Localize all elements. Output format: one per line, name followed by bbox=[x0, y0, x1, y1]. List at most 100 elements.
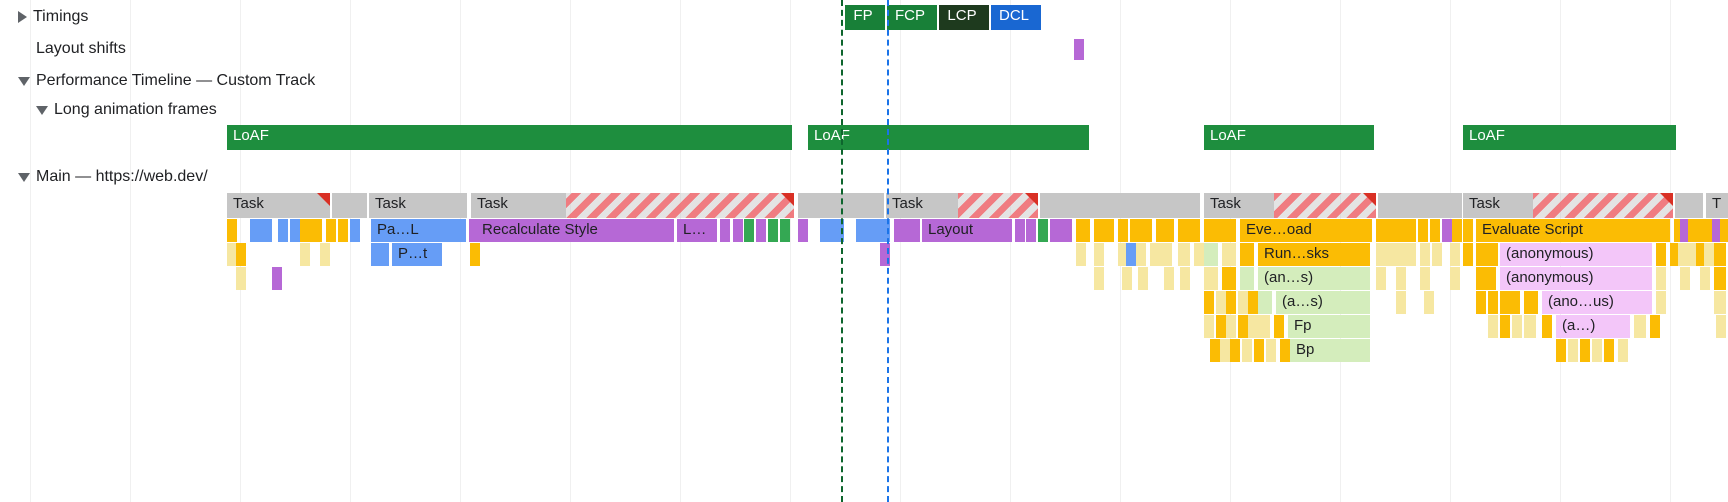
main-track-header[interactable]: Main — https://web.dev/ bbox=[0, 162, 1728, 192]
flame-block[interactable] bbox=[1226, 315, 1236, 338]
flame-block[interactable] bbox=[880, 243, 890, 266]
task-block[interactable]: Task bbox=[1204, 193, 1274, 218]
task-block[interactable]: Task bbox=[369, 193, 467, 218]
flame-block[interactable] bbox=[756, 219, 766, 242]
flame-block[interactable] bbox=[1430, 219, 1440, 242]
task-block[interactable] bbox=[1274, 193, 1376, 218]
flame-block[interactable]: Layout bbox=[922, 219, 1012, 242]
main-row-3[interactable]: (an…s) (anonymous) bbox=[0, 266, 1728, 290]
flame-block[interactable] bbox=[1700, 267, 1710, 290]
flame-block[interactable] bbox=[1204, 243, 1218, 266]
chevron-down-icon[interactable] bbox=[18, 173, 30, 182]
flame-block[interactable] bbox=[880, 219, 890, 242]
flame-block[interactable]: (an…s) bbox=[1258, 267, 1370, 290]
flame-block[interactable] bbox=[290, 219, 300, 242]
flame-block[interactable] bbox=[1156, 219, 1174, 242]
flame-block[interactable] bbox=[1266, 339, 1276, 362]
flame-block[interactable] bbox=[744, 219, 754, 242]
flame-block[interactable] bbox=[1178, 243, 1190, 266]
flame-block[interactable] bbox=[1442, 219, 1452, 242]
flame-block[interactable] bbox=[371, 243, 389, 266]
flame-block[interactable] bbox=[1704, 243, 1714, 266]
flame-block[interactable] bbox=[1210, 339, 1220, 362]
flame-block[interactable] bbox=[1274, 315, 1284, 338]
flame-block[interactable] bbox=[1476, 243, 1498, 266]
flame-block[interactable]: Run…sks bbox=[1258, 243, 1370, 266]
flame-block[interactable] bbox=[1015, 219, 1025, 242]
timing-marker[interactable]: LCP bbox=[939, 5, 989, 30]
flame-block[interactable] bbox=[1240, 243, 1254, 266]
main-row-2[interactable]: P…tRun…sks(anonymous) bbox=[0, 242, 1728, 266]
flame-block[interactable] bbox=[326, 219, 336, 242]
flame-block[interactable] bbox=[1476, 291, 1486, 314]
flame-block[interactable] bbox=[1118, 219, 1128, 242]
flame-block[interactable] bbox=[1216, 291, 1226, 314]
flame-block[interactable] bbox=[1258, 291, 1272, 314]
timing-marker[interactable]: FP bbox=[845, 5, 885, 30]
flame-block[interactable] bbox=[308, 219, 322, 242]
timings-track[interactable]: Timings FPFCPLCPDCL bbox=[0, 0, 1728, 34]
flame-block[interactable] bbox=[1656, 267, 1666, 290]
flame-block[interactable] bbox=[1568, 339, 1578, 362]
main-row-4[interactable]: (a…s)(ano…us) bbox=[0, 290, 1728, 314]
flame-block[interactable] bbox=[1376, 219, 1386, 242]
flame-block[interactable] bbox=[1406, 243, 1416, 266]
flame-block[interactable] bbox=[1038, 219, 1048, 242]
flame-block[interactable] bbox=[1094, 267, 1104, 290]
flame-block[interactable] bbox=[834, 219, 844, 242]
layout-shifts-track[interactable]: Layout shifts bbox=[0, 34, 1728, 64]
flame-block[interactable] bbox=[470, 243, 480, 266]
flame-block[interactable] bbox=[1488, 291, 1498, 314]
flame-block[interactable]: Pa…L bbox=[371, 219, 466, 242]
flame-block[interactable] bbox=[1178, 219, 1200, 242]
flame-block[interactable]: Eve…oad bbox=[1240, 219, 1372, 242]
flame-block[interactable] bbox=[1222, 243, 1236, 266]
flame-block[interactable] bbox=[1452, 219, 1462, 242]
flame-block[interactable] bbox=[1238, 291, 1248, 314]
main-row-1[interactable]: Pa…LRecalculate StyleL…LayoutEve…oadEval… bbox=[0, 218, 1728, 242]
flame-block[interactable]: (anonymous) bbox=[1500, 243, 1652, 266]
task-block[interactable] bbox=[1675, 193, 1703, 218]
flame-block[interactable] bbox=[1450, 267, 1460, 290]
flame-block[interactable] bbox=[1248, 315, 1258, 338]
flame-block[interactable] bbox=[1396, 291, 1406, 314]
task-block[interactable]: Task bbox=[227, 193, 330, 218]
flame-block[interactable] bbox=[1204, 219, 1236, 242]
flame-block[interactable] bbox=[1432, 243, 1442, 266]
flame-block[interactable] bbox=[1512, 315, 1522, 338]
flame-block[interactable] bbox=[1050, 219, 1072, 242]
flame-block[interactable] bbox=[1592, 339, 1602, 362]
task-block[interactable]: Task bbox=[886, 193, 958, 218]
flame-block[interactable] bbox=[1396, 267, 1406, 290]
flame-block[interactable] bbox=[1238, 315, 1248, 338]
flame-block[interactable] bbox=[1094, 243, 1104, 266]
flame-block[interactable]: L… bbox=[677, 219, 717, 242]
flame-block[interactable] bbox=[1406, 219, 1416, 242]
chevron-right-icon[interactable] bbox=[18, 11, 27, 23]
flame-block[interactable] bbox=[300, 243, 310, 266]
flame-block[interactable] bbox=[1524, 291, 1538, 314]
flame-block[interactable] bbox=[1542, 315, 1552, 338]
flame-block[interactable] bbox=[236, 243, 246, 266]
flame-block[interactable] bbox=[1204, 291, 1214, 314]
flame-block[interactable] bbox=[1386, 243, 1396, 266]
flame-block[interactable] bbox=[1216, 315, 1226, 338]
flame-block[interactable]: Bp bbox=[1290, 339, 1370, 362]
main-row-6[interactable]: Bp bbox=[0, 338, 1728, 362]
flame-block[interactable] bbox=[320, 243, 330, 266]
flame-block[interactable] bbox=[350, 219, 360, 242]
loaf-block[interactable]: LoAF bbox=[808, 125, 1089, 150]
flame-block[interactable] bbox=[1500, 291, 1520, 314]
task-block[interactable]: Task bbox=[471, 193, 566, 218]
main-row-5[interactable]: Fp(a…) bbox=[0, 314, 1728, 338]
flame-block[interactable] bbox=[1476, 267, 1496, 290]
flame-block[interactable] bbox=[1488, 315, 1498, 338]
flame-block[interactable]: Recalculate Style bbox=[476, 219, 674, 242]
flame-block[interactable] bbox=[1420, 243, 1430, 266]
flame-block[interactable] bbox=[236, 267, 246, 290]
flame-block[interactable] bbox=[1280, 339, 1290, 362]
flame-block[interactable]: (anonymous) bbox=[1500, 267, 1652, 290]
flame-block[interactable] bbox=[1220, 339, 1230, 362]
flame-block[interactable] bbox=[1160, 243, 1172, 266]
layout-shift-block[interactable] bbox=[1074, 39, 1084, 60]
